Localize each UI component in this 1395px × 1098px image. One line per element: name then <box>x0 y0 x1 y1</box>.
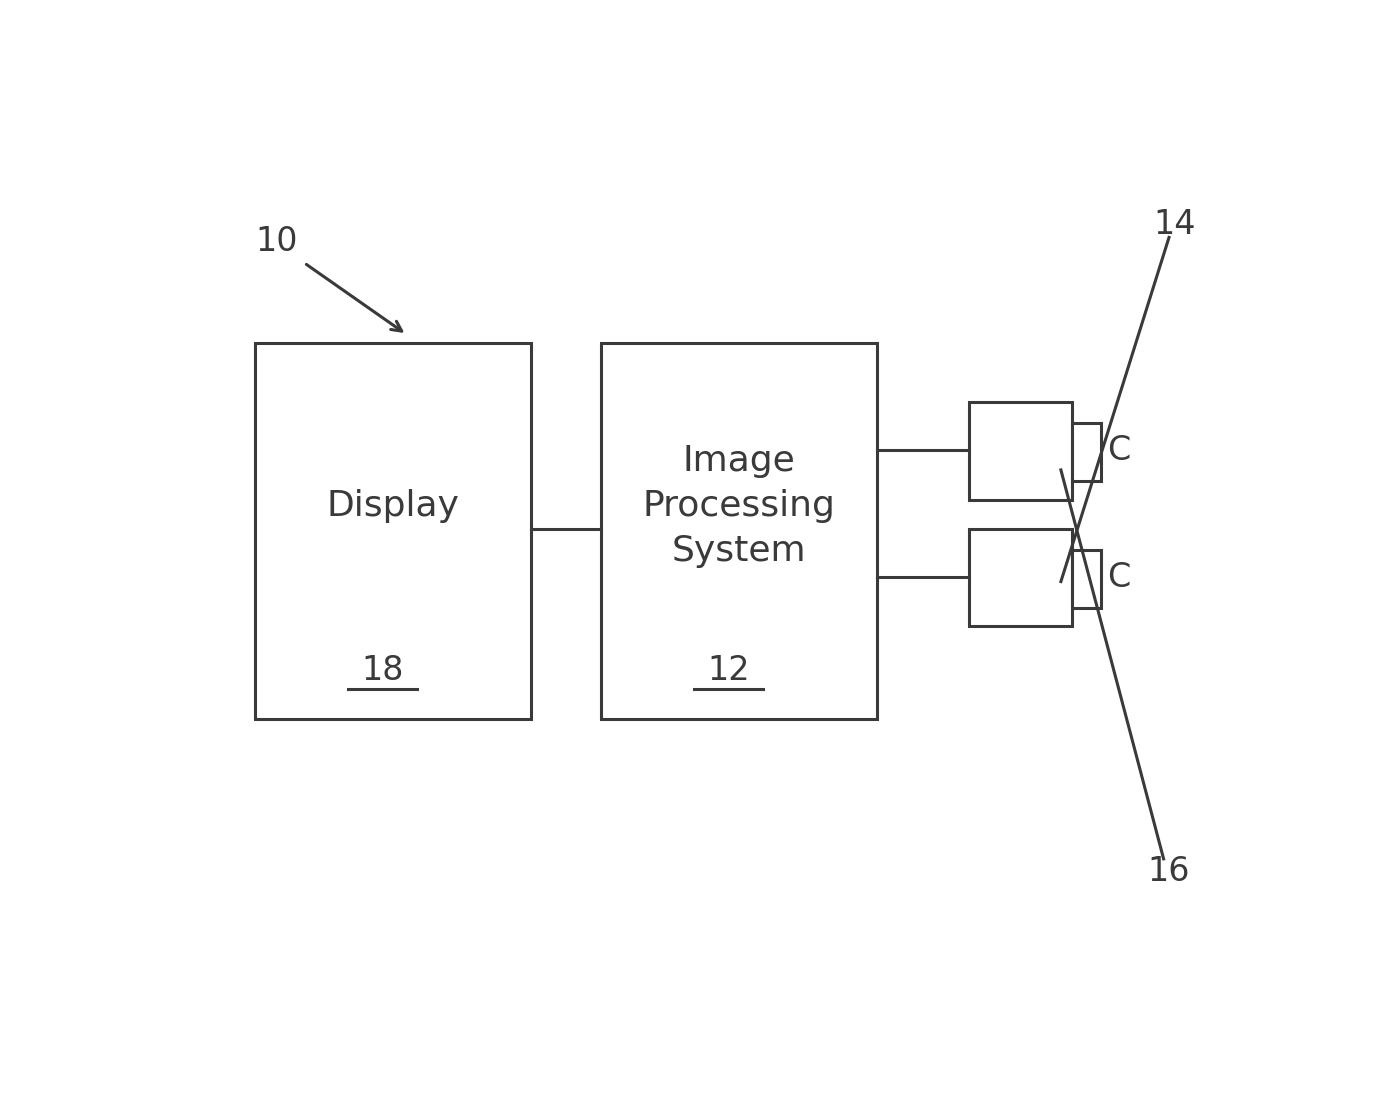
Text: 12: 12 <box>707 653 749 687</box>
Text: C: C <box>1108 561 1130 594</box>
Text: 16: 16 <box>1148 855 1190 888</box>
Text: C: C <box>1108 434 1130 467</box>
Bar <box>1071 550 1101 608</box>
Bar <box>601 343 877 719</box>
Bar <box>970 529 1071 626</box>
Bar <box>1071 424 1101 481</box>
Text: Display: Display <box>326 489 460 523</box>
Text: 10: 10 <box>255 225 299 258</box>
Text: 14: 14 <box>1154 209 1196 242</box>
Bar <box>970 402 1071 500</box>
Text: 18: 18 <box>361 653 403 687</box>
Text: Image
Processing
System: Image Processing System <box>643 444 836 568</box>
Bar <box>255 343 531 719</box>
